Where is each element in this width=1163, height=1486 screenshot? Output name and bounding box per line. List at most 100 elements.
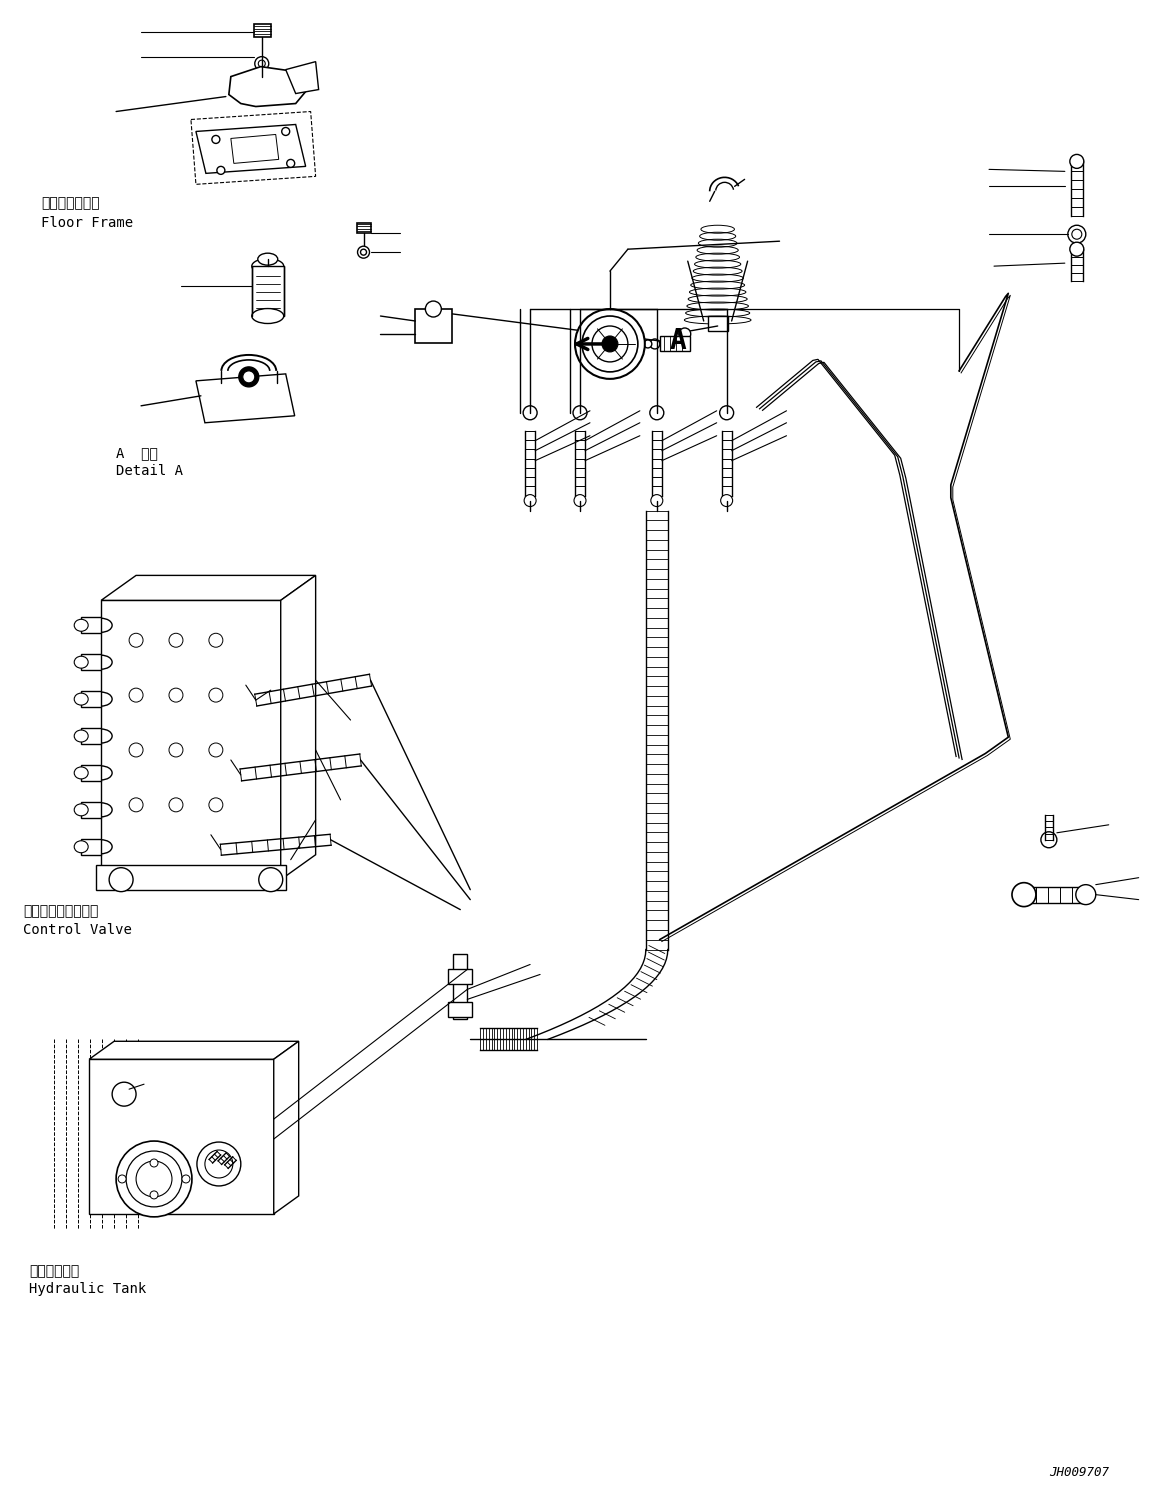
Circle shape [116, 1141, 192, 1217]
Circle shape [216, 166, 224, 174]
Circle shape [287, 159, 294, 168]
Bar [81, 691, 101, 707]
Text: A  詳細: A 詳細 [116, 446, 158, 459]
Ellipse shape [74, 730, 88, 742]
Ellipse shape [74, 804, 88, 816]
Ellipse shape [74, 657, 88, 669]
Bar [448, 969, 472, 984]
Circle shape [181, 1175, 190, 1183]
Circle shape [258, 59, 265, 67]
Bar [454, 954, 468, 1019]
Bar [81, 802, 101, 817]
Circle shape [150, 1190, 158, 1199]
Circle shape [1076, 884, 1096, 905]
Bar [251, 266, 284, 317]
Text: 作動油タンク: 作動油タンク [29, 1263, 79, 1278]
Circle shape [575, 309, 644, 379]
Polygon shape [195, 374, 294, 422]
Text: Floor Frame: Floor Frame [42, 217, 134, 230]
Ellipse shape [91, 765, 112, 780]
Circle shape [209, 798, 223, 811]
Circle shape [109, 868, 133, 892]
Circle shape [209, 633, 223, 648]
Circle shape [1041, 832, 1057, 847]
Ellipse shape [91, 655, 112, 669]
Polygon shape [280, 575, 315, 880]
Polygon shape [229, 67, 306, 107]
Bar [81, 728, 101, 744]
Ellipse shape [91, 692, 112, 706]
Ellipse shape [74, 767, 88, 779]
Bar [81, 617, 101, 633]
Text: Control Valve: Control Valve [23, 923, 133, 936]
Ellipse shape [251, 259, 284, 273]
Circle shape [243, 372, 255, 383]
Circle shape [1072, 229, 1082, 239]
Circle shape [592, 325, 628, 363]
Text: JH009707: JH009707 [1049, 1467, 1108, 1479]
Text: フロアフレーム: フロアフレーム [42, 196, 100, 211]
Circle shape [357, 247, 370, 259]
Circle shape [1070, 242, 1084, 256]
Bar [254, 24, 271, 37]
Circle shape [575, 495, 586, 507]
Circle shape [169, 798, 183, 811]
Circle shape [150, 1159, 158, 1167]
Text: コントロールバルブ: コントロールバルブ [23, 905, 99, 918]
Circle shape [129, 743, 143, 756]
Circle shape [1070, 155, 1084, 168]
Bar [81, 654, 101, 670]
Polygon shape [101, 575, 315, 600]
Circle shape [259, 868, 283, 892]
Circle shape [525, 495, 536, 507]
Circle shape [426, 302, 441, 317]
Ellipse shape [74, 841, 88, 853]
Ellipse shape [74, 620, 88, 632]
Circle shape [112, 1082, 136, 1106]
Circle shape [651, 495, 663, 507]
Circle shape [679, 328, 691, 340]
Circle shape [238, 367, 259, 386]
Polygon shape [273, 1042, 299, 1214]
Text: Hydraulic Tank: Hydraulic Tank [29, 1282, 147, 1296]
Ellipse shape [258, 253, 278, 265]
Bar [81, 838, 101, 854]
Polygon shape [286, 61, 319, 94]
Bar [81, 765, 101, 782]
Ellipse shape [91, 730, 112, 743]
Circle shape [129, 633, 143, 648]
Circle shape [209, 743, 223, 756]
Bar [90, 1060, 273, 1214]
Bar [357, 223, 371, 233]
Circle shape [650, 406, 664, 419]
Circle shape [129, 798, 143, 811]
Ellipse shape [74, 692, 88, 704]
Ellipse shape [91, 840, 112, 854]
Circle shape [281, 128, 290, 135]
Ellipse shape [251, 309, 284, 324]
Circle shape [169, 688, 183, 701]
Bar [659, 336, 690, 351]
Bar [97, 865, 286, 890]
Circle shape [720, 406, 734, 419]
Circle shape [523, 406, 537, 419]
Bar [415, 309, 452, 343]
Circle shape [255, 56, 269, 71]
Ellipse shape [91, 802, 112, 817]
Polygon shape [195, 125, 306, 174]
Circle shape [209, 688, 223, 701]
Circle shape [129, 688, 143, 701]
Bar [101, 600, 280, 880]
Circle shape [169, 743, 183, 756]
Circle shape [119, 1175, 126, 1183]
Circle shape [1068, 226, 1086, 244]
Circle shape [197, 1143, 241, 1186]
Circle shape [1012, 883, 1036, 906]
Circle shape [212, 135, 220, 144]
Circle shape [169, 633, 183, 648]
Circle shape [602, 336, 618, 352]
Circle shape [650, 339, 659, 349]
Polygon shape [230, 134, 279, 163]
Ellipse shape [91, 618, 112, 632]
Text: Detail A: Detail A [116, 464, 183, 477]
